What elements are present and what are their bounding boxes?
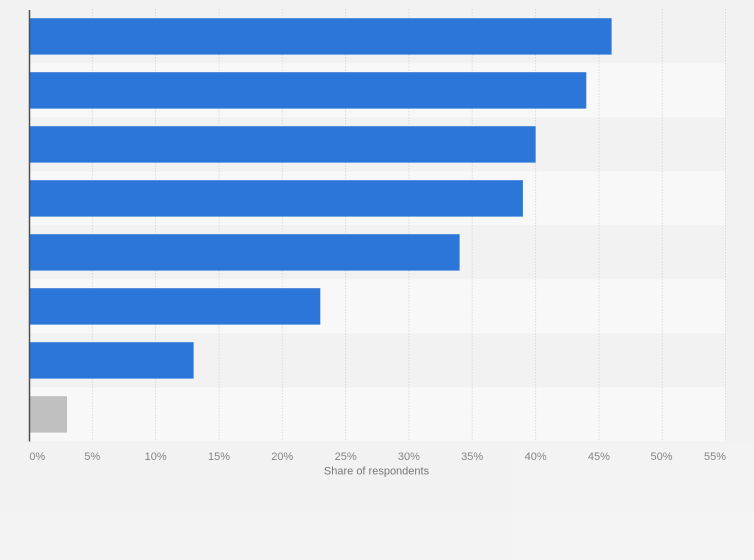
svg-text:55%: 55% <box>704 451 726 463</box>
svg-text:0%: 0% <box>29 451 45 463</box>
svg-text:25%: 25% <box>335 451 357 463</box>
svg-text:35%: 35% <box>461 451 483 463</box>
svg-text:15%: 15% <box>208 451 230 463</box>
svg-text:20%: 20% <box>271 451 293 463</box>
svg-text:30%: 30% <box>398 451 420 463</box>
svg-text:5%: 5% <box>84 451 100 463</box>
svg-text:Share of respondents: Share of respondents <box>324 466 430 478</box>
svg-text:50%: 50% <box>650 451 672 463</box>
svg-text:40%: 40% <box>525 451 547 463</box>
svg-text:45%: 45% <box>588 451 610 463</box>
svg-text:10%: 10% <box>145 451 167 463</box>
